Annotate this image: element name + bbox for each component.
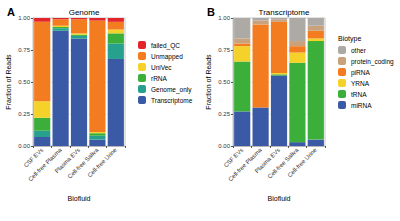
- svg-text:Cell-free Saliva: Cell-free Saliva: [267, 146, 300, 179]
- svg-text:Transcriptome: Transcriptome: [259, 8, 310, 17]
- svg-text:Biotype: Biotype: [338, 35, 361, 43]
- svg-text:Cell-free Saliva: Cell-free Saliva: [67, 146, 100, 179]
- svg-text:Cell-free Plasma: Cell-free Plasma: [227, 146, 263, 182]
- svg-text:Biofluid: Biofluid: [268, 195, 291, 202]
- svg-text:B: B: [207, 6, 215, 18]
- svg-text:miRNA: miRNA: [351, 102, 372, 109]
- svg-text:Unmapped: Unmapped: [151, 53, 183, 61]
- svg-text:1.00: 1.00: [18, 15, 30, 21]
- svg-text:0.25: 0.25: [18, 111, 30, 117]
- svg-text:0.50: 0.50: [18, 79, 30, 85]
- svg-text:0.75: 0.75: [18, 47, 30, 53]
- svg-text:Fraction of Reads: Fraction of Reads: [205, 54, 212, 110]
- svg-text:A: A: [7, 6, 15, 18]
- svg-text:CSF EVs: CSF EVs: [222, 146, 245, 169]
- svg-text:0.75: 0.75: [218, 47, 230, 53]
- svg-text:Cell-free Plasma: Cell-free Plasma: [27, 146, 63, 182]
- svg-text:Plasma EVs: Plasma EVs: [53, 146, 82, 175]
- svg-text:1.00: 1.00: [218, 15, 230, 21]
- svg-text:Genome_only: Genome_only: [151, 86, 192, 94]
- svg-text:protein_coding: protein_coding: [351, 58, 394, 66]
- svg-text:other: other: [351, 47, 367, 54]
- svg-text:Transcriptome: Transcriptome: [151, 97, 193, 105]
- svg-text:Genome: Genome: [69, 8, 100, 17]
- svg-text:0.25: 0.25: [218, 111, 230, 117]
- svg-text:piRNA: piRNA: [351, 69, 370, 77]
- svg-text:YRNA: YRNA: [351, 80, 370, 87]
- svg-text:UniVec: UniVec: [151, 64, 172, 71]
- svg-text:0.50: 0.50: [218, 79, 230, 85]
- svg-text:failed_QC: failed_QC: [151, 42, 180, 50]
- svg-text:Plasma EVs: Plasma EVs: [253, 146, 282, 175]
- svg-text:0.00: 0.00: [218, 143, 230, 149]
- svg-text:Biofluid: Biofluid: [68, 195, 91, 202]
- svg-text:0.00: 0.00: [18, 143, 30, 149]
- svg-text:rRNA: rRNA: [151, 75, 168, 82]
- svg-text:Fraction of Reads: Fraction of Reads: [5, 54, 12, 110]
- svg-text:tRNA: tRNA: [351, 91, 367, 98]
- svg-text:Cell-free Urine: Cell-free Urine: [286, 146, 318, 178]
- svg-text:Cell-free Urine: Cell-free Urine: [86, 146, 118, 178]
- svg-text:CSF EVs: CSF EVs: [22, 146, 45, 169]
